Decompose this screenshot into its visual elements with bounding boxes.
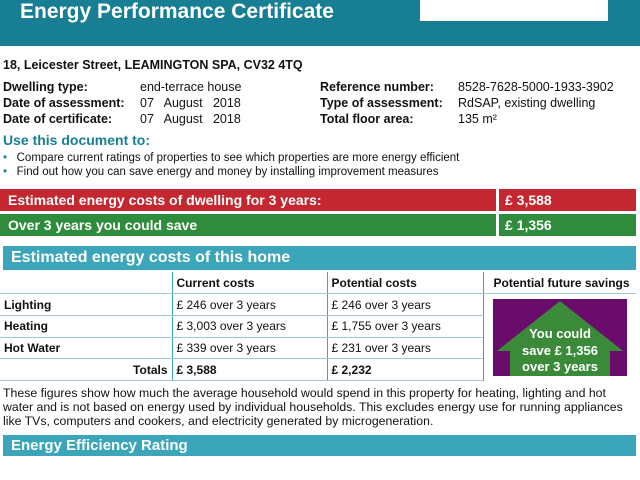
savings-label: Over 3 years you could save (8, 217, 198, 233)
savings-line: over 3 years (522, 359, 598, 374)
row-label: Heating (0, 315, 172, 338)
totals-label: Totals (0, 358, 172, 381)
assessment-type-label: Type of assessment: (320, 96, 443, 110)
savings-bar: Over 3 years you could save £ 1,356 (0, 214, 636, 236)
floor-area-label: Total floor area: (320, 112, 414, 126)
date-assessment-label: Date of assessment: (3, 96, 125, 110)
use-heading: Use this document to: (3, 132, 151, 148)
bullet-text: Find out how you can save energy and mon… (16, 166, 439, 178)
current-cost: £ 246 over 3 years (171, 293, 327, 316)
bullet-item: • Compare current ratings of properties … (3, 152, 460, 164)
total-potential: £ 2,232 (326, 358, 483, 381)
estimated-cost-label: Estimated energy costs of dwelling for 3… (8, 192, 322, 208)
header-blank-box (420, 0, 608, 21)
potential-cost: £ 246 over 3 years (326, 293, 483, 316)
savings-line: You could (529, 326, 591, 341)
total-current: £ 3,588 (171, 358, 327, 381)
date-certificate-label: Date of certificate: (3, 112, 113, 126)
dwelling-type-label: Dwelling type: (3, 80, 88, 94)
potential-cost: £ 1,755 over 3 years (326, 315, 483, 338)
row-label: Hot Water (0, 337, 172, 360)
savings-line: save £ 1,356 (522, 342, 598, 358)
current-cost: £ 339 over 3 years (171, 337, 327, 360)
estimated-cost-bar: Estimated energy costs of dwelling for 3… (0, 189, 636, 211)
row-label: Lighting (0, 293, 172, 316)
reference-value: 8528-7628-5000-1933-3902 (458, 80, 614, 94)
header-current: Current costs (171, 272, 327, 295)
estimated-cost-value: £ 3,588 (505, 192, 552, 208)
costs-heading: Estimated energy costs of this home (3, 246, 636, 270)
date-assessment-value: 07 August 2018 (140, 96, 241, 110)
table-row: Hot Water £ 339 over 3 years £ 231 over 3 … (0, 337, 636, 360)
house-arrow-icon (497, 301, 623, 376)
header-banner: Energy Performance Certificate (0, 0, 640, 46)
table-row: Heating £ 3,003 over 3 years £ 1,755 over … (0, 315, 636, 338)
cost-explanation: These figures show how much the average … (3, 386, 623, 428)
totals-row: Totals £ 3,588 £ 2,232 (0, 358, 636, 381)
dwelling-type-value: end-terrace house (140, 80, 242, 94)
assessment-type-value: RdSAP, existing dwelling (458, 96, 596, 110)
header-potential: Potential costs (326, 272, 483, 295)
rating-heading: Energy Efficiency Rating (3, 435, 636, 456)
savings-value: £ 1,356 (505, 217, 552, 233)
potential-cost: £ 231 over 3 years (326, 337, 483, 360)
current-cost: £ 3,003 over 3 years (171, 315, 327, 338)
address: 18, Leicester Street, LEAMINGTON SPA, CV… (3, 58, 303, 72)
bullet-item: • Find out how you can save energy and m… (3, 166, 439, 178)
bullet-text: Compare current ratings of properties to… (16, 152, 460, 164)
header-savings: Potential future savings (482, 272, 636, 295)
reference-label: Reference number: (320, 80, 434, 94)
table-header-row: Current costs Potential costs Potential … (0, 272, 636, 295)
savings-house-graphic: You could save £ 1,356 over 3 years (493, 299, 627, 376)
date-certificate-value: 07 August 2018 (140, 112, 241, 126)
page-title: Energy Performance Certificate (20, 0, 334, 23)
floor-area-value: 135 m² (458, 112, 497, 126)
